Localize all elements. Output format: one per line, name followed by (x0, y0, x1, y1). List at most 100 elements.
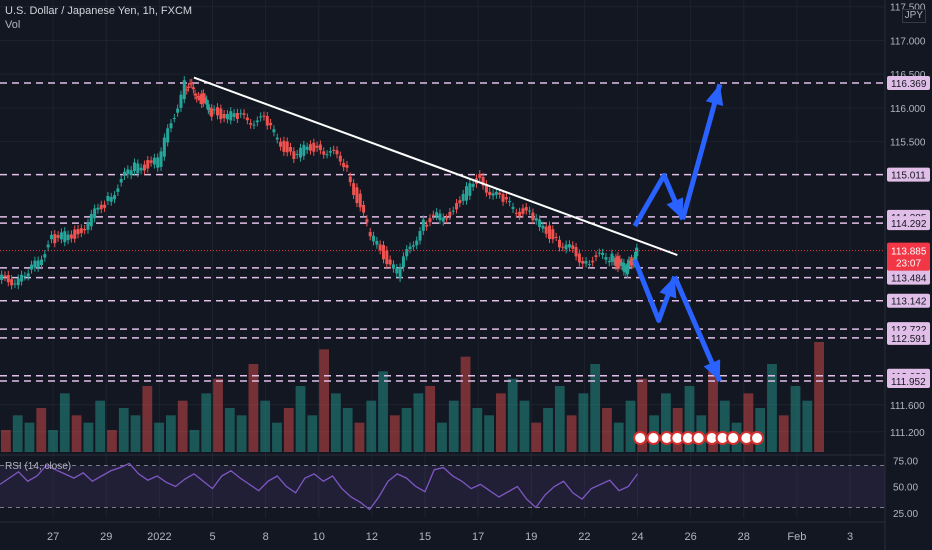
symbol-title[interactable]: U.S. Dollar / Japanese Yen, 1h, FXCM (5, 5, 193, 17)
candle (152, 157, 156, 165)
candle (567, 244, 571, 248)
candle (162, 137, 166, 157)
candle (20, 274, 24, 282)
candle (66, 234, 70, 241)
time-tick-label: 22 (578, 531, 590, 543)
candle (465, 186, 469, 201)
candle (338, 155, 342, 162)
candle (3, 275, 7, 278)
candle (378, 244, 382, 251)
price-tick-label: 117.500 (890, 3, 926, 14)
candle (335, 150, 339, 155)
candle (561, 246, 565, 248)
volume-bar (767, 364, 777, 452)
volume-bar (342, 408, 353, 452)
event-flag-icon (646, 431, 661, 445)
candle (182, 80, 186, 100)
candle (358, 193, 362, 208)
volume-bar (554, 386, 565, 452)
projection-arrows[interactable] (632, 83, 724, 383)
trendline-segment (193, 76, 678, 256)
candle (597, 252, 601, 254)
candle (113, 195, 117, 200)
candle (298, 147, 302, 158)
candle (23, 275, 27, 277)
candle (126, 169, 130, 175)
candle (139, 167, 143, 171)
candle (205, 99, 209, 105)
candle (200, 94, 204, 104)
candle (219, 108, 223, 120)
candle (428, 218, 432, 223)
candle (156, 157, 160, 168)
rsi-label[interactable]: RSI (14, close) (5, 461, 72, 472)
event-flag-icon (750, 431, 765, 445)
volume-bar (366, 400, 377, 452)
candle (103, 204, 107, 208)
rsi-line (0, 462, 639, 511)
currency-label[interactable]: JPY (901, 9, 926, 23)
candle (577, 253, 581, 263)
candle (172, 118, 176, 120)
time-axis[interactable]: 27 29 2022 5 8 10 12 15 17 19 22 24 26 28 Feb 3 (0, 521, 885, 543)
time-tick-label: 3 (847, 531, 853, 543)
volume-bar (448, 400, 459, 452)
candle (79, 228, 83, 234)
candle (186, 87, 190, 89)
volume-bar (460, 356, 471, 452)
volume-bar (107, 430, 117, 452)
candle (132, 162, 136, 171)
volume-bar (154, 422, 164, 452)
volume-bar (95, 400, 106, 452)
candle (305, 146, 309, 150)
volume-bar (778, 415, 789, 452)
time-tick-label: 29 (100, 531, 112, 543)
candle (96, 207, 100, 210)
volume-bar (378, 371, 388, 452)
price-tick-label: 117.000 (890, 36, 926, 47)
candle (0, 274, 4, 280)
time-tick-label: 8 (263, 531, 269, 543)
candle (620, 262, 624, 266)
candle (355, 187, 359, 203)
candle (322, 151, 326, 155)
price-tick-label: 111.600 (890, 401, 925, 412)
candle (368, 232, 372, 237)
level-price-tag (887, 330, 930, 345)
candle (514, 212, 518, 214)
volume-bar (425, 386, 436, 452)
candle (136, 163, 140, 174)
volume-bar (437, 422, 447, 452)
candle (435, 212, 439, 217)
candle (571, 245, 575, 249)
arrow-head (703, 359, 721, 382)
candle (93, 208, 97, 219)
level-price-label: 111.952 (891, 377, 926, 388)
candle (198, 97, 202, 101)
volume-bar (625, 400, 636, 452)
time-tick-label: Feb (787, 531, 806, 543)
volume-bar (472, 408, 483, 452)
trendline[interactable] (193, 76, 678, 256)
time-tick-label: 28 (738, 531, 750, 543)
candle (557, 239, 561, 248)
volume-bar (36, 408, 47, 452)
candle (405, 249, 409, 257)
volume-bar (260, 400, 271, 452)
candle (259, 116, 263, 118)
candle (43, 254, 47, 258)
time-tick-label: 15 (419, 531, 431, 543)
level-price-tag (887, 167, 930, 182)
candle (36, 260, 40, 268)
candle (491, 193, 495, 196)
volume-bar (59, 393, 70, 452)
volume-bar (12, 415, 23, 452)
candle (395, 268, 399, 274)
volume-label[interactable]: Vol (5, 19, 21, 31)
economic-events[interactable] (633, 431, 765, 445)
candle (292, 151, 296, 160)
price-axis[interactable]: 111.200 111.600 115.500 116.000 116.500 117.0… (884, 0, 932, 550)
price-tick-label: 115.500 (890, 138, 926, 149)
candle (308, 144, 312, 151)
